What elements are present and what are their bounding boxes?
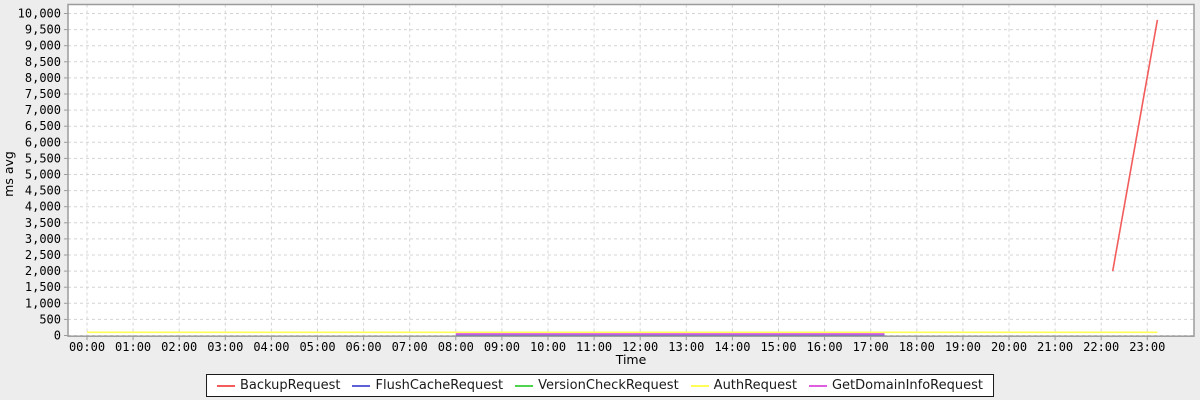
- x-tick-label: 17:00: [853, 340, 889, 354]
- legend-line-swatch: [515, 384, 534, 387]
- legend-item-label: BackupRequest: [240, 378, 341, 393]
- legend-item-VersionCheckRequest: VersionCheckRequest: [515, 378, 679, 393]
- x-tick-label: 03:00: [207, 340, 243, 354]
- y-tick-label: 8,500: [25, 55, 61, 69]
- x-tick-label: 22:00: [1083, 340, 1119, 354]
- legend-item-label: VersionCheckRequest: [538, 378, 679, 393]
- x-tick-label: 11:00: [576, 340, 612, 354]
- legend-item-label: FlushCacheRequest: [375, 378, 504, 393]
- x-tick-label: 00:00: [69, 340, 105, 354]
- y-tick-label: 4,500: [25, 184, 61, 198]
- legend-item-FlushCacheRequest: FlushCacheRequest: [352, 378, 503, 393]
- y-tick-label: 2,000: [25, 264, 61, 278]
- y-tick-label: 6,000: [25, 135, 61, 149]
- legend-item-label: AuthRequest: [713, 378, 797, 393]
- plot-area-background: [68, 4, 1194, 337]
- x-tick-label: 04:00: [253, 340, 289, 354]
- y-axis-title: ms avg: [1, 151, 16, 197]
- legend-line-swatch: [217, 384, 236, 387]
- legend-line-swatch: [808, 384, 827, 387]
- x-tick-label: 21:00: [1037, 340, 1073, 354]
- x-tick-label: 13:00: [668, 340, 704, 354]
- legend-item-label: GetDomainInfoRequest: [831, 378, 983, 393]
- y-tick-label: 3,500: [25, 216, 61, 230]
- x-tick-label: 20:00: [991, 340, 1027, 354]
- y-tick-label: 1,500: [25, 280, 61, 294]
- y-tick-label: 9,500: [25, 23, 61, 37]
- legend-item-GetDomainInfoRequest: GetDomainInfoRequest: [808, 378, 983, 393]
- legend-item-BackupRequest: BackupRequest: [217, 378, 340, 393]
- x-tick-label: 08:00: [438, 340, 474, 354]
- series-line-BackupRequest: [1111, 19, 1159, 272]
- y-tick-label: 500: [39, 312, 61, 326]
- y-tick-label: 1,000: [25, 296, 61, 310]
- y-tick-label: 7,500: [25, 87, 61, 101]
- legend-line-swatch: [690, 384, 709, 387]
- x-tick-label: 23:00: [1129, 340, 1165, 354]
- x-tick-label: 12:00: [622, 340, 658, 354]
- x-tick-label: 07:00: [392, 340, 428, 354]
- y-tick-label: 6,500: [25, 119, 61, 133]
- x-tick-label: 15:00: [760, 340, 796, 354]
- y-tick-label: 0: [54, 329, 61, 343]
- y-tick-label: 2,500: [25, 248, 61, 262]
- y-tick-label: 10,000: [18, 7, 61, 21]
- y-tick-label: 7,000: [25, 103, 61, 117]
- y-tick-label: 8,000: [25, 71, 61, 85]
- y-tick-label: 5,500: [25, 151, 61, 165]
- x-axis-title: Time: [615, 352, 647, 367]
- legend-item-AuthRequest: AuthRequest: [690, 378, 797, 393]
- x-tick-label: 05:00: [299, 340, 335, 354]
- x-tick-label: 16:00: [807, 340, 843, 354]
- legend: BackupRequest FlushCacheRequest VersionChe…: [206, 374, 994, 397]
- y-tick-label: 3,000: [25, 232, 61, 246]
- y-tick-label: 5,000: [25, 168, 61, 182]
- chart-svg: Time ms avg 0 500 1,000 1,500 2,000 2,500 3,00…: [1, 3, 1195, 367]
- x-tick-label: 02:00: [161, 340, 197, 354]
- x-tick-label: 09:00: [484, 340, 520, 354]
- x-tick-label: 01:00: [115, 340, 151, 354]
- legend-line-swatch: [352, 384, 371, 387]
- x-tick-label: 18:00: [899, 340, 935, 354]
- x-tick-label: 10:00: [530, 340, 566, 354]
- x-tick-label: 19:00: [945, 340, 981, 354]
- y-tick-label: 4,000: [25, 200, 61, 214]
- plot-border: [67, 3, 1195, 337]
- x-tick-label: 06:00: [346, 340, 382, 354]
- x-tick-label: 14:00: [714, 340, 750, 354]
- y-tick-label: 9,000: [25, 39, 61, 53]
